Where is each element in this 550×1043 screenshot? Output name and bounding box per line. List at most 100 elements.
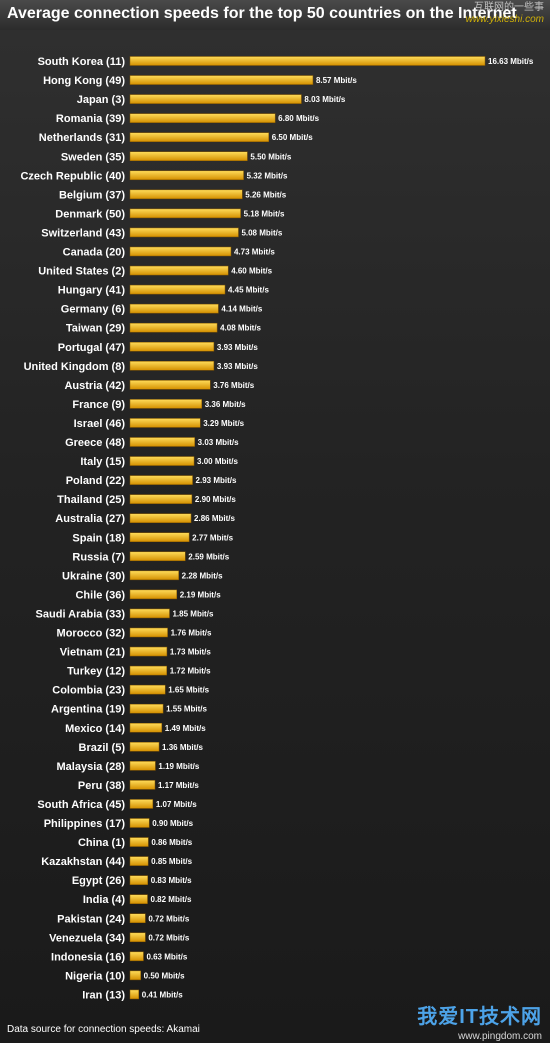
value-label: 2.28 Mbit/s [182, 571, 223, 580]
bar [129, 284, 226, 295]
category-label: Turkey (12) [67, 666, 125, 678]
watermark-top-text: 互联网的一些事 [474, 2, 544, 13]
category-label: Japan (3) [77, 94, 126, 106]
value-label: 1.73 Mbit/s [170, 648, 211, 657]
bar [129, 532, 190, 542]
bar [129, 151, 248, 161]
value-label: 1.36 Mbit/s [162, 743, 203, 752]
bar [129, 551, 186, 562]
value-label: 2.59 Mbit/s [188, 552, 229, 561]
category-label: Iran (13) [82, 989, 125, 1001]
value-label: 2.93 Mbit/s [196, 476, 237, 485]
category-label: Hungary (41) [58, 285, 126, 297]
category-label: South Africa (45) [37, 799, 125, 811]
watermark-bottom: 我爱IT技术网 www.pingdom.com [417, 1000, 542, 1042]
bar [129, 723, 163, 733]
value-label: 5.26 Mbit/s [245, 190, 286, 199]
category-label: Malaysia (28) [57, 761, 126, 773]
bar [129, 322, 218, 333]
category-label: Argentina (19) [51, 704, 125, 716]
value-label: 3.29 Mbit/s [203, 419, 244, 428]
category-label: Portugal (47) [58, 342, 126, 354]
value-label: 4.14 Mbit/s [221, 305, 262, 314]
category-label: Israel (46) [74, 418, 126, 430]
bar [129, 799, 154, 809]
bar [129, 627, 168, 638]
category-label: Austria (42) [64, 380, 125, 392]
value-label: 0.82 Mbit/s [151, 895, 192, 904]
category-label: Italy (15) [80, 456, 125, 468]
bar [129, 932, 146, 943]
value-label: 0.86 Mbit/s [151, 838, 192, 847]
category-label: Greece (48) [65, 437, 125, 449]
value-label: 1.55 Mbit/s [166, 705, 207, 714]
value-label: 6.50 Mbit/s [272, 133, 313, 142]
category-label: Philippines (17) [44, 818, 126, 830]
bar [129, 170, 244, 181]
bar [129, 380, 211, 390]
category-label: Mexico (14) [65, 723, 125, 735]
value-label: 0.72 Mbit/s [148, 933, 189, 942]
bar [129, 780, 156, 790]
bar [129, 113, 276, 123]
bar [129, 342, 215, 352]
chart-title: Average connection speeds for the top 50… [7, 5, 517, 22]
value-label: 3.36 Mbit/s [205, 400, 246, 409]
value-label: 3.93 Mbit/s [217, 362, 258, 371]
category-label: France (9) [72, 399, 125, 411]
bar [129, 646, 168, 657]
watermark-top-url: www.yixieshi.com [465, 14, 544, 25]
bar [129, 684, 166, 695]
bar [129, 456, 195, 466]
category-label: Belgium (37) [59, 189, 125, 201]
category-label: Brazil (5) [79, 742, 126, 754]
category-label: India (4) [83, 894, 126, 906]
bar [129, 742, 160, 752]
bar [129, 399, 202, 409]
bar [129, 437, 195, 447]
category-label: Nigeria (10) [65, 970, 125, 982]
category-label: South Korea (11) [38, 56, 126, 68]
value-label: 5.18 Mbit/s [244, 209, 285, 218]
category-label: Australia (27) [55, 513, 125, 525]
category-label: Indonesia (16) [51, 951, 125, 963]
watermark-site: www.pingdom.com [458, 1031, 542, 1042]
watermark-top: 互联网的一些事 www.yixieshi.com [466, 2, 544, 26]
bar [129, 227, 239, 238]
bar [129, 913, 146, 923]
value-label: 3.00 Mbit/s [197, 457, 238, 466]
value-label: 2.90 Mbit/s [195, 495, 236, 504]
category-label: Chile (36) [75, 589, 125, 601]
category-label: Denmark (50) [55, 208, 125, 220]
bar [129, 513, 192, 523]
bar [129, 246, 232, 257]
category-label: Netherlands (31) [39, 132, 126, 144]
bar [129, 56, 486, 66]
value-label: 8.03 Mbit/s [304, 95, 345, 104]
category-label: Ukraine (30) [62, 570, 125, 582]
bar [129, 494, 193, 504]
bar [129, 94, 302, 104]
bar [129, 570, 179, 581]
bar [129, 303, 219, 314]
value-label: 1.85 Mbit/s [172, 609, 213, 618]
value-label: 1.76 Mbit/s [171, 629, 212, 638]
value-label: 0.41 Mbit/s [142, 990, 183, 999]
value-label: 3.93 Mbit/s [217, 343, 258, 352]
value-label: 5.50 Mbit/s [250, 152, 291, 161]
category-label: Saudi Arabia (33) [36, 608, 126, 620]
category-label: Vietnam (21) [60, 647, 126, 659]
bar [129, 837, 149, 847]
bar [129, 265, 229, 276]
bar [129, 818, 150, 828]
value-label: 5.08 Mbit/s [241, 228, 282, 237]
category-label: Pakistan (24) [57, 913, 125, 925]
value-label: 1.17 Mbit/s [158, 781, 199, 790]
category-label: China (1) [78, 837, 125, 849]
bar [129, 189, 243, 200]
title-bar [0, 0, 550, 30]
bar [129, 665, 167, 676]
data-source-note: Data source for connection speeds: Akama… [7, 1024, 200, 1035]
category-label: Sweden (35) [61, 151, 126, 163]
value-label: 1.49 Mbit/s [165, 724, 206, 733]
